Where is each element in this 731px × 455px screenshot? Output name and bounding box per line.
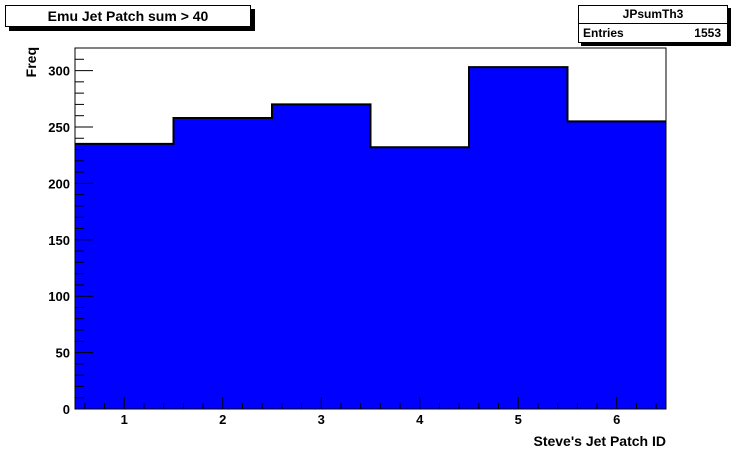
y-tick-label: 100 xyxy=(48,289,70,304)
histogram-bar-5 xyxy=(469,67,568,409)
x-tick-label: 6 xyxy=(613,412,620,427)
y-axis-ticks: 0 50 100 150 200 250 300 xyxy=(48,58,93,417)
x-axis-label: Steve's Jet Patch ID xyxy=(533,433,666,449)
histogram-bar-3 xyxy=(272,104,371,409)
stats-entries-row: Entries 1553 xyxy=(579,24,727,42)
histogram-title: Emu Jet Patch sum > 40 xyxy=(47,8,209,24)
x-tick-label: 5 xyxy=(515,412,522,427)
histogram-outline xyxy=(75,66,666,149)
histogram-bar-6 xyxy=(567,121,666,409)
x-tick-label: 4 xyxy=(416,412,424,427)
stats-histogram-name: JPsumTh3 xyxy=(579,6,727,24)
y-tick-label: 0 xyxy=(63,402,70,417)
stats-box: JPsumTh3 Entries 1553 xyxy=(578,5,728,43)
y-tick-label: 200 xyxy=(48,176,70,191)
x-axis-ticks: 1 2 3 4 5 6 xyxy=(84,397,657,427)
y-axis-label: Freq xyxy=(23,47,39,77)
y-tick-label: 300 xyxy=(48,64,70,79)
histogram-title-box: Emu Jet Patch sum > 40 xyxy=(5,5,251,27)
histogram-bar-4 xyxy=(370,147,469,409)
x-tick-label: 1 xyxy=(121,412,128,427)
x-tick-label: 3 xyxy=(318,412,325,427)
histogram-bar-1 xyxy=(75,143,174,409)
y-tick-label: 150 xyxy=(48,233,70,248)
histogram-bars xyxy=(75,67,666,409)
stats-entries-label: Entries xyxy=(583,26,624,40)
histogram-bar-2 xyxy=(173,117,272,409)
y-tick-label: 250 xyxy=(48,120,70,135)
stats-entries-value: 1553 xyxy=(694,26,721,40)
x-tick-label: 2 xyxy=(219,412,226,427)
y-tick-label: 50 xyxy=(56,346,70,361)
